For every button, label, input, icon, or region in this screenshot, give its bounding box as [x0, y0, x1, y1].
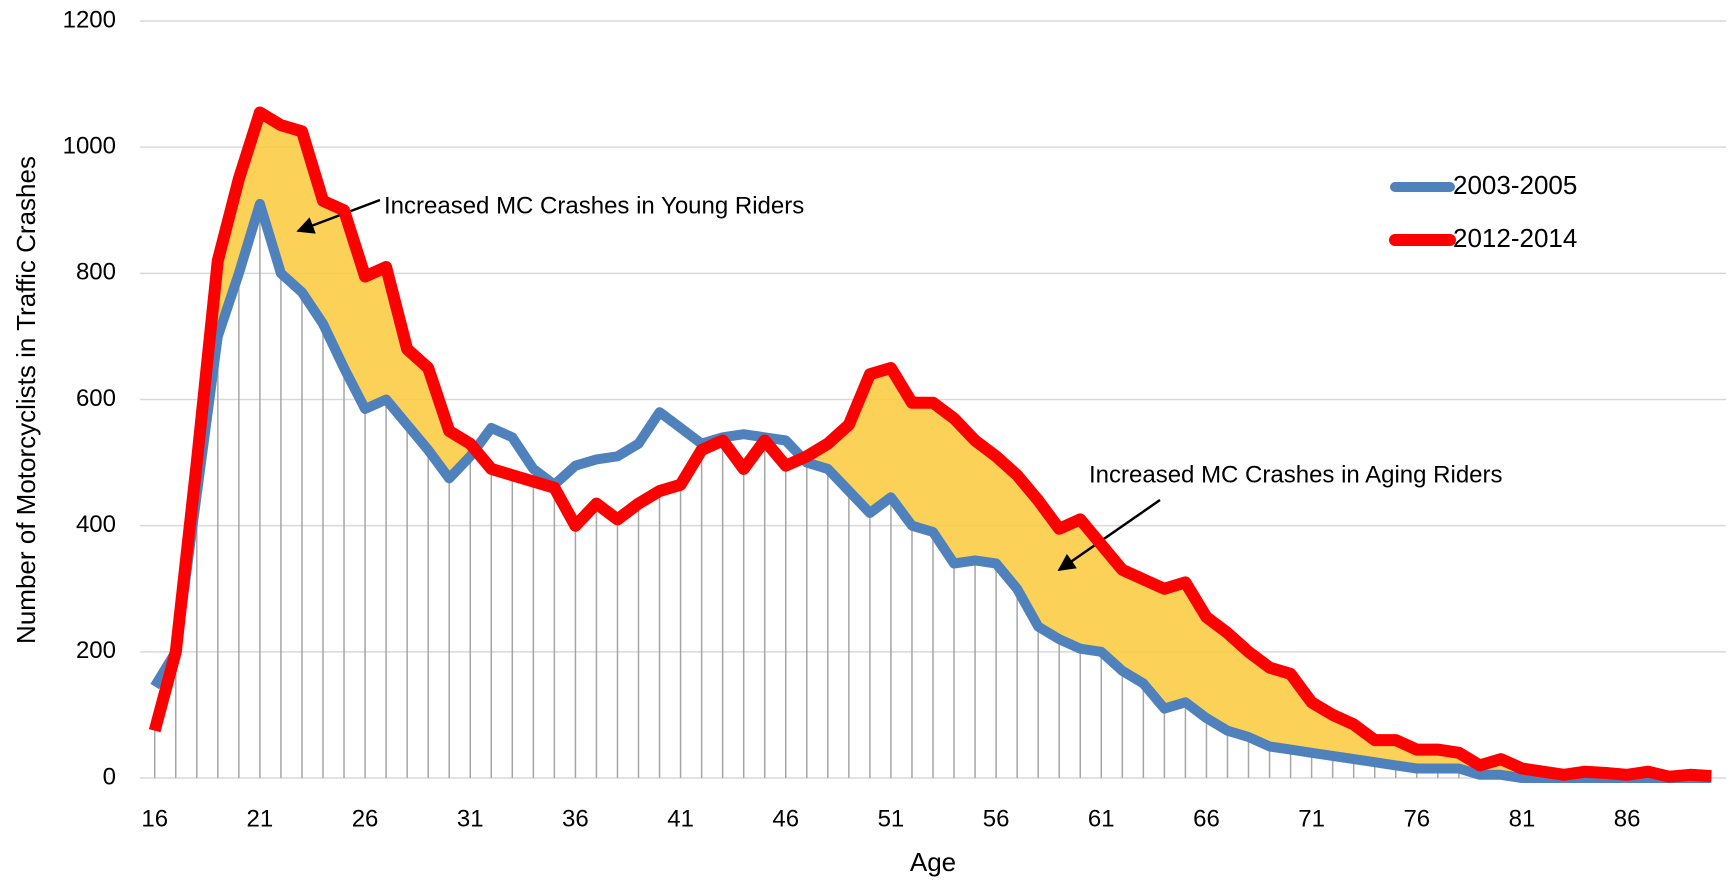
x-tick-label: 16 — [141, 805, 168, 832]
difference-area — [175, 112, 1712, 778]
x-tick-label: 31 — [457, 805, 484, 832]
annotation: Increased MC Crashes in Aging Riders — [1089, 461, 1503, 488]
y-tick-label: 800 — [76, 259, 116, 286]
y-tick-label: 200 — [76, 637, 116, 664]
y-tick-label: 0 — [103, 763, 116, 790]
y-tick-label: 600 — [76, 385, 116, 412]
x-tick-label: 21 — [247, 805, 274, 832]
annotation-arrow — [296, 198, 381, 234]
x-tick-label: 41 — [667, 805, 694, 832]
x-tick-label: 51 — [878, 805, 905, 832]
x-tick-label: 71 — [1298, 805, 1325, 832]
y-tick-label: 1200 — [63, 6, 116, 33]
series-line — [150, 198, 1712, 783]
x-tick-label: 81 — [1509, 805, 1536, 832]
legend-label: 2003-2005 — [1453, 170, 1577, 200]
x-tick-label: 61 — [1088, 805, 1115, 832]
x-tick-label: 76 — [1403, 805, 1430, 832]
annotation: Increased MC Crashes in Young Riders — [384, 192, 804, 219]
x-axis-title: Age — [910, 847, 956, 877]
plot-under — [140, 20, 1726, 779]
y-tick-label: 1000 — [63, 133, 116, 160]
x-tick-label: 46 — [772, 805, 799, 832]
x-tick-label: 56 — [983, 805, 1010, 832]
legend-label: 2012-2014 — [1453, 223, 1577, 253]
y-tick-label: 400 — [76, 511, 116, 538]
x-tick-label: 66 — [1193, 805, 1220, 832]
y-axis-title: Number of Motorcyclists in Traffic Crash… — [11, 156, 41, 644]
annotation-arrow — [1057, 498, 1161, 572]
x-tick-label: 86 — [1614, 805, 1641, 832]
x-tick-label: 36 — [562, 805, 589, 832]
series-line — [148, 106, 1712, 783]
x-tick-label: 26 — [352, 805, 379, 832]
